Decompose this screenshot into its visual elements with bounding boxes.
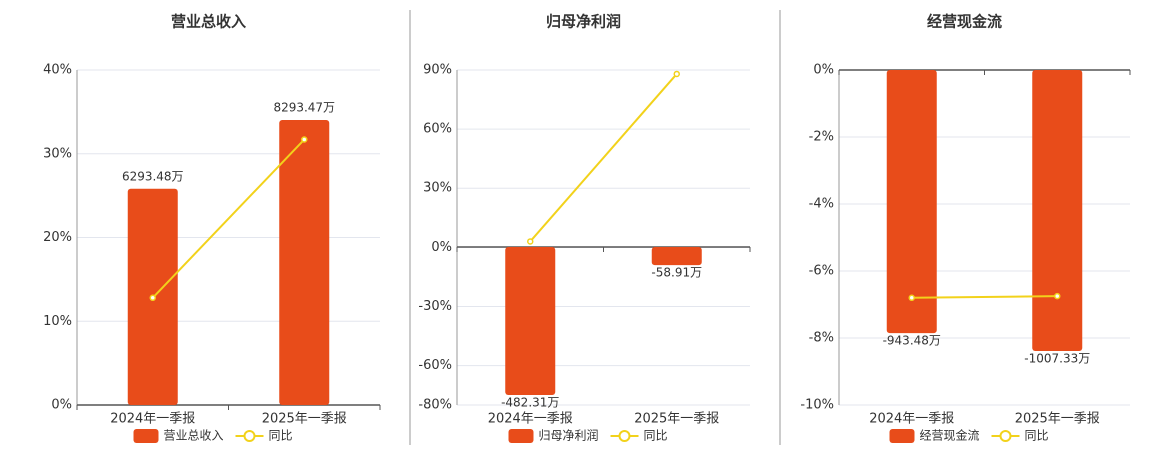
legend-swatch — [133, 429, 159, 443]
y-tick-label: -6% — [809, 264, 834, 279]
y-tick-label: 0% — [813, 63, 834, 78]
x-tick-label: 2024年一季报 — [488, 412, 573, 427]
y-tick-label: -80% — [418, 398, 452, 413]
data-label: 6293.48万 — [122, 169, 184, 183]
line-point — [527, 238, 534, 245]
bar — [651, 247, 702, 266]
x-tick-label: 2025年一季报 — [1015, 412, 1100, 427]
data-label: -482.31万 — [501, 395, 559, 409]
line-point — [908, 294, 915, 302]
data-label: -943.48万 — [883, 334, 941, 348]
line — [911, 295, 1058, 299]
chart-title: 营业总收入 — [171, 13, 246, 31]
chart-title: 归母净利润 — [546, 13, 621, 31]
bar — [886, 70, 937, 334]
y-tick-label: 10% — [43, 314, 72, 329]
y-tick-label: 30% — [423, 181, 452, 196]
x-tick-label: 2025年一季报 — [262, 412, 347, 427]
y-tick-label: 40% — [43, 63, 72, 78]
line-point — [149, 294, 156, 302]
legend-marker — [243, 430, 256, 442]
legend-marker — [618, 430, 631, 442]
data-label: 8293.47万 — [273, 101, 335, 115]
y-tick-label: -30% — [418, 299, 452, 314]
legend-label: 同比 — [269, 429, 293, 443]
line — [529, 73, 678, 243]
y-tick-label: -10% — [800, 398, 834, 413]
y-tick-label: 60% — [423, 122, 452, 137]
y-tick-label: -60% — [418, 358, 452, 373]
data-label: -58.91万 — [651, 266, 702, 280]
y-tick-label: 30% — [43, 146, 72, 161]
chart-title: 经营现金流 — [927, 13, 1002, 31]
y-tick-label: 0% — [431, 240, 452, 255]
line-point — [301, 136, 308, 143]
bar — [1032, 70, 1083, 351]
legend-label: 同比 — [644, 429, 668, 443]
y-tick-label: -4% — [809, 197, 834, 212]
legend-label: 归母净利润 — [539, 429, 599, 443]
legend-label: 经营现金流 — [920, 428, 980, 443]
legend-label: 同比 — [1025, 429, 1049, 443]
y-tick-label: -8% — [809, 331, 834, 346]
line-point — [1054, 292, 1061, 300]
x-tick-label: 2024年一季报 — [110, 412, 195, 427]
data-label: -1007.33万 — [1024, 351, 1090, 365]
x-tick-label: 2025年一季报 — [634, 412, 719, 427]
y-tick-label: 0% — [51, 398, 72, 413]
bar — [279, 120, 330, 406]
y-tick-label: -2% — [809, 130, 834, 145]
line-point — [673, 70, 680, 78]
legend-swatch — [508, 429, 534, 443]
legend-marker — [999, 430, 1012, 442]
x-tick-label: 2024年一季报 — [869, 412, 954, 427]
legend-swatch — [889, 429, 915, 443]
y-tick-label: 20% — [43, 230, 72, 245]
bar — [505, 247, 556, 395]
y-tick-label: 90% — [423, 63, 452, 78]
legend-label: 营业总收入 — [164, 429, 224, 443]
line — [152, 138, 305, 299]
